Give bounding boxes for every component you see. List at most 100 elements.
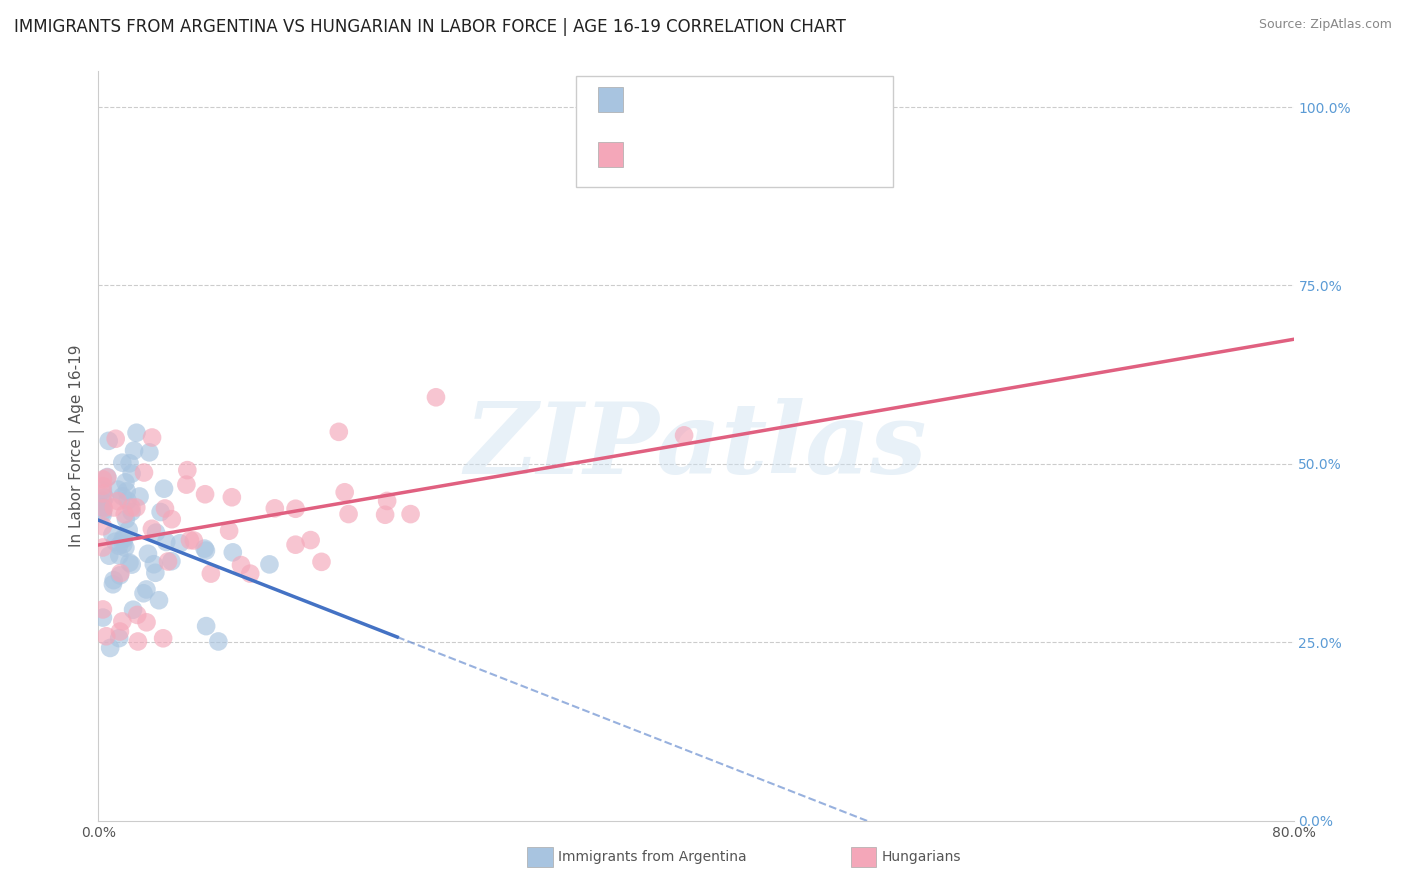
Point <box>222 545 245 559</box>
Point <box>98 640 121 655</box>
Point <box>94 491 117 505</box>
Text: 51: 51 <box>786 136 811 154</box>
Point <box>108 539 131 553</box>
Point <box>138 445 160 459</box>
Point <box>91 500 114 515</box>
Text: Hungarians: Hungarians <box>882 850 962 864</box>
Point <box>122 603 145 617</box>
Point <box>125 425 148 440</box>
Text: R =: R = <box>634 81 673 99</box>
Point <box>176 463 198 477</box>
Point <box>91 472 114 486</box>
Point <box>176 477 198 491</box>
Text: Source: ZipAtlas.com: Source: ZipAtlas.com <box>1258 18 1392 31</box>
Point <box>104 534 127 549</box>
Point <box>157 554 180 568</box>
Point <box>239 566 262 581</box>
Point <box>96 470 118 484</box>
Point <box>218 524 240 538</box>
Point <box>259 558 281 572</box>
Point <box>221 490 243 504</box>
Point <box>128 490 150 504</box>
Point <box>103 573 125 587</box>
Point <box>127 607 149 622</box>
Point <box>194 543 217 558</box>
Point <box>673 428 696 442</box>
Point <box>153 501 176 516</box>
Point <box>91 483 114 498</box>
Text: IMMIGRANTS FROM ARGENTINA VS HUNGARIAN IN LABOR FORCE | AGE 16-19 CORRELATION CH: IMMIGRANTS FROM ARGENTINA VS HUNGARIAN I… <box>14 18 846 36</box>
Point <box>101 527 124 541</box>
Point <box>399 507 422 521</box>
Text: Immigrants from Argentina: Immigrants from Argentina <box>558 850 747 864</box>
Point <box>91 494 114 508</box>
Point <box>136 547 159 561</box>
Point <box>121 500 143 515</box>
Point <box>284 538 307 552</box>
Point <box>337 507 360 521</box>
Point <box>152 632 174 646</box>
Point <box>97 434 120 448</box>
Point <box>153 482 176 496</box>
Point <box>194 487 217 501</box>
Text: N =: N = <box>728 136 780 154</box>
Point <box>145 525 167 540</box>
Point <box>121 467 143 481</box>
Point <box>229 558 252 572</box>
Point <box>108 631 131 645</box>
Point <box>96 629 118 643</box>
Point <box>125 500 148 515</box>
Text: -0.252: -0.252 <box>673 81 738 99</box>
Point <box>101 577 124 591</box>
Point <box>333 485 356 500</box>
Point <box>284 501 307 516</box>
Point <box>263 501 285 516</box>
Point <box>375 494 398 508</box>
Point <box>160 512 183 526</box>
Point <box>142 558 165 572</box>
Point <box>200 566 222 581</box>
Point <box>141 522 163 536</box>
Point <box>115 484 138 499</box>
Point <box>118 456 141 470</box>
Point <box>311 555 333 569</box>
Point <box>108 568 131 582</box>
Point <box>108 549 131 563</box>
Point <box>143 566 166 580</box>
Point <box>111 489 134 503</box>
Point <box>169 536 191 550</box>
Point <box>135 615 157 630</box>
Text: 0.232: 0.232 <box>673 136 737 154</box>
Point <box>93 501 115 516</box>
Point <box>194 541 217 556</box>
Text: R =: R = <box>634 136 673 154</box>
Point <box>91 504 114 518</box>
Point <box>160 554 183 568</box>
Text: N =: N = <box>728 81 780 99</box>
Point <box>122 443 145 458</box>
Point <box>91 479 114 493</box>
Point <box>374 508 396 522</box>
Point <box>117 493 139 508</box>
Point <box>98 549 121 563</box>
Point <box>328 425 350 439</box>
Point <box>104 432 127 446</box>
Point <box>103 500 125 515</box>
Point <box>118 556 141 570</box>
Point <box>111 456 134 470</box>
Point <box>107 483 129 497</box>
Point <box>108 624 131 639</box>
Point <box>179 533 201 548</box>
Point <box>195 619 218 633</box>
Point <box>118 523 141 537</box>
Point <box>121 505 143 519</box>
Point <box>132 466 155 480</box>
Point <box>111 615 134 629</box>
Point <box>127 634 149 648</box>
Point <box>91 486 114 500</box>
Text: 59: 59 <box>786 81 811 99</box>
Point <box>96 470 118 484</box>
Point <box>121 558 143 572</box>
Point <box>114 508 136 522</box>
Point <box>141 430 163 444</box>
